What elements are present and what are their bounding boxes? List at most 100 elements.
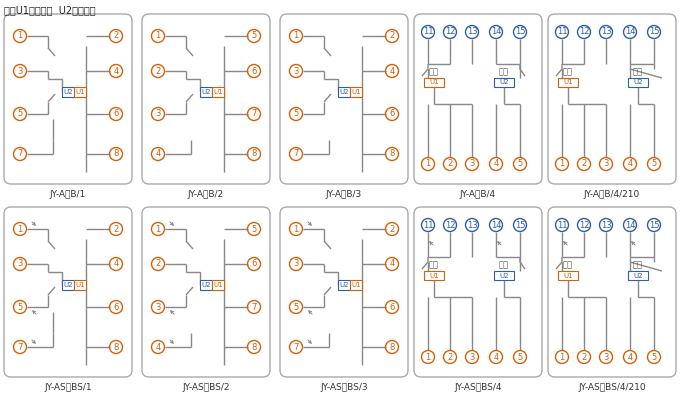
Text: 14: 14 — [624, 27, 636, 36]
Bar — [212, 280, 224, 290]
Bar — [628, 78, 648, 87]
Text: 2: 2 — [582, 353, 587, 362]
Bar — [74, 87, 86, 97]
Text: U2: U2 — [634, 272, 643, 279]
Text: 7: 7 — [18, 342, 22, 351]
Text: 8: 8 — [251, 342, 257, 351]
Text: 14: 14 — [624, 220, 636, 229]
Text: 电源: 电源 — [563, 260, 573, 269]
Text: U1: U1 — [564, 79, 573, 85]
Text: 3: 3 — [155, 110, 161, 119]
Text: U2: U2 — [499, 79, 509, 85]
Text: 6: 6 — [389, 303, 395, 312]
Text: 7: 7 — [293, 150, 299, 159]
Text: 2: 2 — [447, 353, 453, 362]
Text: JY-AS，BS/1: JY-AS，BS/1 — [44, 383, 92, 392]
Text: JY-A，B/3: JY-A，B/3 — [326, 190, 362, 199]
Text: U2: U2 — [63, 89, 73, 95]
Text: U1: U1 — [429, 272, 439, 279]
Text: 15: 15 — [514, 27, 525, 36]
Text: 6: 6 — [389, 110, 395, 119]
Text: 1: 1 — [18, 31, 22, 40]
Text: JY-A，B/1: JY-A，B/1 — [50, 190, 86, 199]
Text: 7: 7 — [293, 342, 299, 351]
Bar — [212, 87, 224, 97]
Text: 14: 14 — [491, 220, 501, 229]
Bar — [200, 87, 212, 97]
Text: 13: 13 — [601, 220, 611, 229]
Text: 12: 12 — [444, 27, 455, 36]
Text: U1: U1 — [429, 79, 439, 85]
FancyBboxPatch shape — [548, 207, 676, 377]
Text: 1: 1 — [559, 353, 565, 362]
Text: 13: 13 — [467, 220, 477, 229]
Text: 4: 4 — [627, 160, 633, 169]
Text: 4: 4 — [113, 259, 118, 268]
Bar — [424, 78, 444, 87]
Text: U1: U1 — [214, 89, 223, 95]
Text: 5: 5 — [652, 353, 657, 362]
FancyBboxPatch shape — [142, 14, 270, 184]
Bar — [338, 280, 350, 290]
Text: 7: 7 — [18, 150, 22, 159]
Text: 电源: 电源 — [429, 260, 439, 269]
Text: JY-A，B/4: JY-A，B/4 — [460, 190, 496, 199]
Text: 8: 8 — [113, 342, 119, 351]
Text: 5: 5 — [517, 353, 523, 362]
Text: U1: U1 — [214, 282, 223, 288]
Bar — [494, 271, 514, 280]
Text: 4: 4 — [113, 67, 118, 76]
Text: 1: 1 — [18, 225, 22, 234]
Text: 4: 4 — [389, 259, 395, 268]
Text: 4: 4 — [627, 353, 633, 362]
Text: 13: 13 — [467, 27, 477, 36]
Text: JY-A，B/2: JY-A，B/2 — [188, 190, 224, 199]
Text: 3: 3 — [469, 353, 475, 362]
Text: 2: 2 — [113, 225, 118, 234]
Text: 8: 8 — [389, 342, 395, 351]
Text: 3: 3 — [293, 67, 299, 76]
Text: U1: U1 — [564, 272, 573, 279]
Text: 4: 4 — [155, 342, 160, 351]
Text: 5: 5 — [652, 160, 657, 169]
Text: 启动: 启动 — [499, 260, 509, 269]
Bar — [200, 280, 212, 290]
FancyBboxPatch shape — [142, 207, 270, 377]
FancyBboxPatch shape — [280, 14, 408, 184]
Bar — [338, 87, 350, 97]
Text: 3: 3 — [293, 259, 299, 268]
Text: 3: 3 — [603, 353, 609, 362]
Text: JY-AS，BS/2: JY-AS，BS/2 — [182, 383, 230, 392]
Text: 15: 15 — [649, 27, 659, 36]
Text: 3: 3 — [18, 67, 22, 76]
Bar — [62, 280, 74, 290]
Text: JY-AS，BS/4: JY-AS，BS/4 — [454, 383, 502, 392]
Text: 15: 15 — [649, 220, 659, 229]
Bar — [424, 271, 444, 280]
Text: 4: 4 — [389, 67, 395, 76]
FancyBboxPatch shape — [414, 14, 542, 184]
Text: JY-AS，BS/3: JY-AS，BS/3 — [320, 383, 368, 392]
Text: U2: U2 — [634, 79, 643, 85]
Bar — [494, 78, 514, 87]
Text: 启动: 启动 — [499, 67, 509, 76]
FancyBboxPatch shape — [548, 14, 676, 184]
Text: 3: 3 — [18, 259, 22, 268]
Text: 2: 2 — [113, 31, 118, 40]
Text: JY-AS，BS/4/210: JY-AS，BS/4/210 — [578, 383, 646, 392]
Text: 6: 6 — [113, 303, 119, 312]
Text: 2: 2 — [389, 31, 395, 40]
Text: U1: U1 — [75, 282, 85, 288]
Text: 7: 7 — [251, 110, 257, 119]
Text: 7: 7 — [251, 303, 257, 312]
Text: U1: U1 — [351, 282, 360, 288]
Text: 4: 4 — [494, 353, 498, 362]
Text: U2: U2 — [63, 282, 73, 288]
Text: 12: 12 — [444, 220, 455, 229]
Text: 1: 1 — [426, 160, 430, 169]
Text: 1: 1 — [293, 225, 299, 234]
Text: 1: 1 — [559, 160, 565, 169]
Text: U2: U2 — [340, 89, 349, 95]
Bar — [350, 87, 362, 97]
Text: 4: 4 — [494, 160, 498, 169]
